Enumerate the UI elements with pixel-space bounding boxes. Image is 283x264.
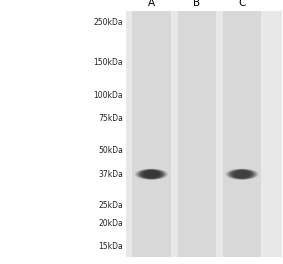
Ellipse shape [237, 171, 247, 178]
Ellipse shape [229, 169, 255, 179]
Text: 37kDa: 37kDa [98, 170, 123, 179]
Ellipse shape [227, 169, 257, 180]
Ellipse shape [228, 169, 256, 179]
Text: 150kDa: 150kDa [93, 58, 123, 68]
Ellipse shape [139, 169, 164, 179]
Ellipse shape [240, 172, 244, 177]
Ellipse shape [234, 170, 250, 178]
Ellipse shape [230, 169, 254, 179]
Bar [223, 11, 261, 257]
Bar [178, 11, 216, 257]
Ellipse shape [146, 171, 157, 178]
Text: 50kDa: 50kDa [98, 146, 123, 155]
Ellipse shape [140, 169, 163, 179]
Ellipse shape [231, 170, 253, 179]
Text: 25kDa: 25kDa [98, 201, 123, 210]
Text: 15kDa: 15kDa [98, 242, 123, 251]
Ellipse shape [142, 170, 161, 178]
Ellipse shape [239, 171, 245, 177]
Ellipse shape [237, 171, 246, 177]
Bar [126, 11, 282, 257]
Text: 75kDa: 75kDa [98, 114, 123, 122]
Text: A: A [148, 0, 155, 8]
Ellipse shape [238, 171, 246, 177]
Ellipse shape [149, 171, 154, 177]
Ellipse shape [226, 169, 258, 180]
Ellipse shape [232, 170, 252, 178]
Ellipse shape [141, 170, 162, 178]
Ellipse shape [143, 170, 160, 178]
Text: C: C [238, 0, 246, 8]
Ellipse shape [140, 170, 162, 179]
Ellipse shape [241, 172, 243, 177]
Ellipse shape [137, 169, 166, 180]
Text: 100kDa: 100kDa [93, 91, 123, 100]
Text: 20kDa: 20kDa [98, 219, 123, 228]
Ellipse shape [235, 171, 249, 178]
Ellipse shape [235, 171, 248, 178]
Text: B: B [193, 0, 200, 8]
Ellipse shape [144, 171, 159, 178]
Ellipse shape [136, 169, 167, 180]
Ellipse shape [145, 171, 158, 178]
Ellipse shape [138, 169, 165, 179]
Ellipse shape [233, 170, 251, 178]
Ellipse shape [151, 172, 152, 177]
Text: 250kDa: 250kDa [93, 18, 123, 27]
Ellipse shape [147, 171, 156, 177]
Ellipse shape [225, 169, 259, 180]
Ellipse shape [135, 169, 168, 180]
Bar [132, 11, 170, 257]
Ellipse shape [150, 172, 153, 177]
Ellipse shape [148, 171, 155, 177]
